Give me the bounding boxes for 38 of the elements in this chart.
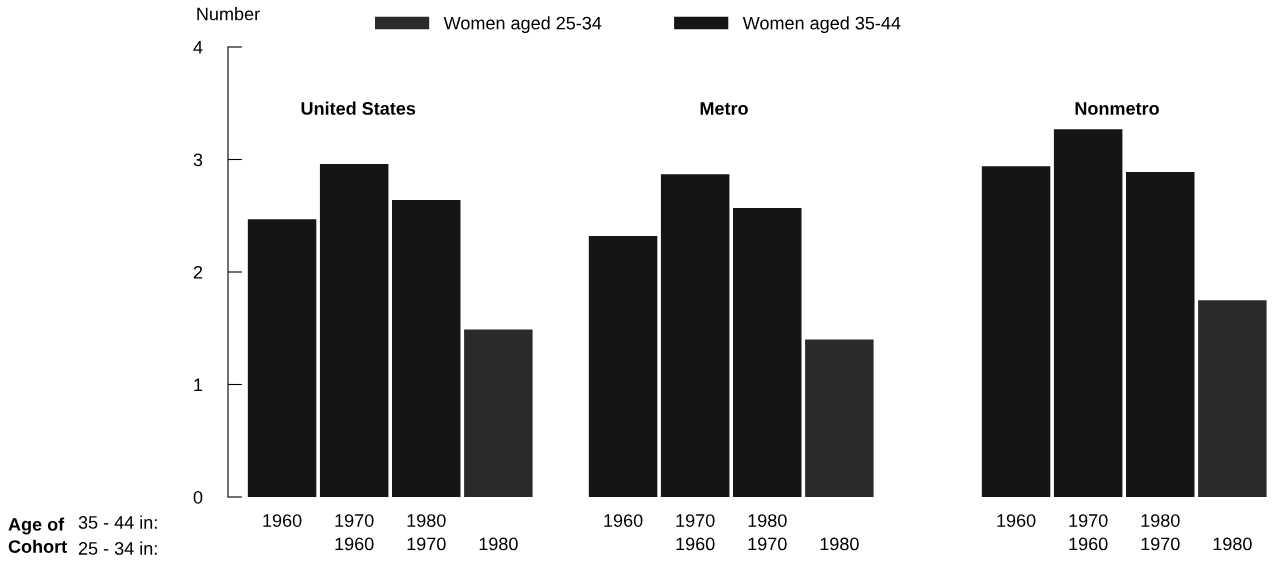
- y-tick-label: 2: [193, 265, 203, 279]
- bar: [981, 166, 1051, 497]
- x-tick-label: 1960: [263, 514, 302, 527]
- x-tick-label: 1960: [997, 514, 1036, 527]
- bar: [392, 200, 461, 497]
- bar: [319, 164, 389, 497]
- bar: [247, 219, 317, 497]
- bar: [588, 236, 658, 497]
- x-tick-label: 1970 1960: [676, 514, 715, 551]
- text: United States: [301, 101, 416, 115]
- x-tick-label: 1980 1970: [748, 514, 787, 551]
- x-tick-label: 1970 1960: [335, 514, 374, 551]
- x-tick-label: 1970 1960: [1069, 514, 1108, 551]
- text: 35 - 44 in:: [78, 515, 157, 529]
- y-tick-label: 0: [193, 490, 203, 504]
- text: 25 - 34 in:: [78, 541, 157, 555]
- text: Nonmetro: [1075, 102, 1159, 115]
- bar: [733, 207, 802, 497]
- bar: [1053, 129, 1123, 497]
- x-tick-label: 1980 1970: [407, 514, 446, 551]
- y-tick-label: 3: [193, 153, 203, 167]
- y-tick-label: 1: [194, 378, 203, 392]
- y-axis-title: Number: [197, 7, 260, 21]
- legend-label: Women aged 35-44: [742, 16, 901, 34]
- bar: [464, 329, 533, 497]
- x-tick-label: 1980: [1213, 537, 1252, 551]
- legend-label: Women aged 25-34: [443, 16, 602, 34]
- text: Age of Cohort: [8, 517, 67, 553]
- bar: [660, 174, 730, 497]
- x-tick-label: 1980: [820, 537, 859, 551]
- bar: [805, 339, 874, 497]
- y-tick-label: 4: [193, 41, 203, 54]
- x-tick-label: 1960: [604, 514, 643, 527]
- x-tick-label: 1980: [479, 537, 518, 551]
- text: Metro: [700, 102, 748, 115]
- bar: [1126, 171, 1195, 497]
- x-tick-label: 1980 1970: [1141, 514, 1180, 551]
- bar: [1198, 300, 1267, 497]
